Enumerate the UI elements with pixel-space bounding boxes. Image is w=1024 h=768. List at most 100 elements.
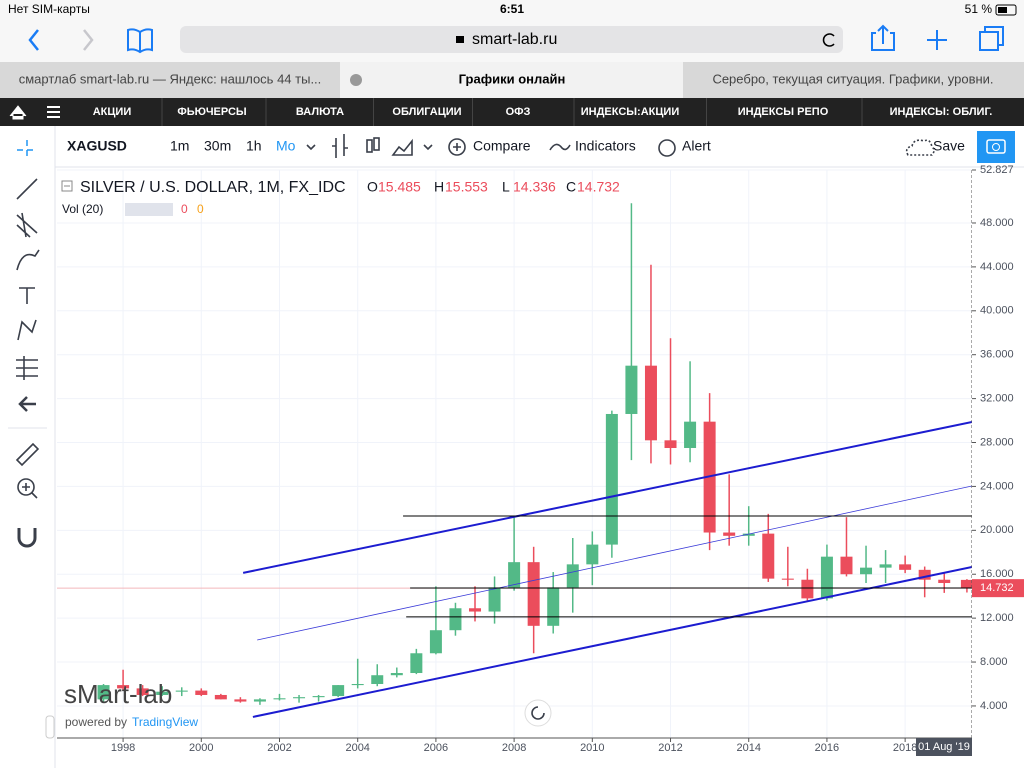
url: smart-lab.ru <box>472 31 557 48</box>
study-buttons[interactable] <box>125 203 173 216</box>
x-tick-label: 1998 <box>111 742 135 754</box>
ohlc-value: 14.732 <box>577 179 620 195</box>
candle-body <box>723 532 736 536</box>
candle-body <box>371 675 384 684</box>
share-button[interactable] <box>871 24 895 51</box>
candle-body <box>938 579 951 584</box>
provider-link[interactable]: TradingView <box>132 715 198 729</box>
candle-body <box>960 579 972 589</box>
candle-body <box>605 413 618 545</box>
back-tool[interactable] <box>18 396 36 412</box>
y-tick-label: 48.000 <box>980 217 1014 229</box>
camera-icon <box>986 139 1006 154</box>
interval[interactable]: 1h <box>246 138 262 154</box>
area-icon[interactable] <box>391 138 413 156</box>
y-tick-label: 44.000 <box>980 261 1014 273</box>
candle-body <box>429 630 442 654</box>
nav-link[interactable]: ИНДЕКСЫ:АКЦИИ <box>581 106 680 118</box>
bars-icon[interactable] <box>332 134 348 158</box>
candle-body <box>214 694 227 700</box>
prediction-tool[interactable] <box>16 356 38 380</box>
reload-button[interactable] <box>822 33 835 47</box>
collapse-legend[interactable] <box>61 180 73 192</box>
battery-level <box>998 7 1007 13</box>
candle-body <box>195 690 208 695</box>
candles-icon <box>373 137 380 151</box>
candle-body <box>664 440 677 449</box>
text-tool[interactable] <box>19 287 35 304</box>
candles-icon[interactable] <box>366 139 373 153</box>
ohlc-key: L <box>502 179 510 195</box>
candle-body <box>449 608 462 631</box>
nav-link[interactable]: ИНДЕКСЫ РЕПО <box>738 106 829 118</box>
trendline-tool[interactable] <box>16 178 38 200</box>
nav-link[interactable]: ОБЛИГАЦИИ <box>392 106 461 118</box>
fib-tool[interactable] <box>16 212 38 238</box>
y-tick-label: 8.000 <box>980 656 1008 668</box>
crosshair-tool[interactable] <box>17 140 37 160</box>
magnet-tool[interactable] <box>17 528 37 548</box>
brush-tool[interactable] <box>16 249 40 271</box>
tabs-button[interactable] <box>979 31 999 51</box>
home-icon[interactable] <box>9 105 27 120</box>
nav-link[interactable]: ИНДЕКСЫ: ОБЛИГ. <box>890 106 993 118</box>
candle-body <box>625 365 638 414</box>
candle-body <box>527 562 540 626</box>
save[interactable]: Save <box>933 138 965 154</box>
nav-link[interactable]: ВАЛЮТА <box>296 106 344 118</box>
candle-body <box>899 564 912 570</box>
candle-body <box>586 544 599 565</box>
date-label: 01 Aug '19 <box>918 741 970 753</box>
y-tick-label: 20.000 <box>980 524 1014 536</box>
y-tick-label: 24.000 <box>980 480 1014 492</box>
url-field[interactable] <box>180 26 843 53</box>
nav-link[interactable]: АКЦИИ <box>93 106 132 118</box>
ohlc-key: C <box>566 179 576 195</box>
interval-active[interactable]: Mo <box>276 138 296 154</box>
compare[interactable]: Compare <box>473 138 531 154</box>
indicators-icon[interactable] <box>549 143 571 151</box>
menu-icon[interactable] <box>47 106 60 118</box>
tab[interactable]: смартлаб smart-lab.ru — Яндекс: нашлось … <box>19 71 322 86</box>
nav-link[interactable]: ФЬЮЧЕРСЫ <box>177 106 247 118</box>
zoom-tool <box>22 483 38 499</box>
tab[interactable]: Графики онлайн <box>459 71 566 86</box>
y-tick-label: 40.000 <box>980 305 1014 317</box>
zoom-tool[interactable] <box>17 478 35 496</box>
candle-body <box>175 690 188 692</box>
alert-icon[interactable] <box>658 139 676 157</box>
symbol[interactable]: XAGUSD <box>67 138 127 154</box>
forward-button[interactable] <box>83 29 94 51</box>
candle-body <box>644 365 657 441</box>
clock: 6:51 <box>500 2 524 16</box>
save-icon[interactable] <box>905 139 935 156</box>
reset-icon <box>531 706 545 720</box>
dropdown[interactable] <box>423 144 433 151</box>
close-tab[interactable] <box>350 74 362 86</box>
ohlc-key: H <box>434 179 444 195</box>
tab[interactable]: Серебро, текущая ситуация. Графики, уров… <box>712 71 993 86</box>
interval[interactable]: 1m <box>170 138 189 154</box>
ruler-tool[interactable] <box>15 442 40 467</box>
new-tab-button[interactable] <box>927 30 947 50</box>
candle-body <box>879 564 892 568</box>
scroll-handle[interactable] <box>45 715 55 739</box>
candle-body <box>762 533 775 579</box>
interval[interactable]: 30m <box>204 138 231 154</box>
candle-body <box>332 685 345 697</box>
nav-link[interactable]: ОФЗ <box>506 106 531 118</box>
candle-body <box>117 685 130 689</box>
pattern-tool[interactable] <box>17 319 37 341</box>
indicators[interactable]: Indicators <box>575 138 636 154</box>
back-button[interactable] <box>28 29 39 51</box>
snapshot-button[interactable] <box>977 131 1015 163</box>
dropdown[interactable] <box>306 144 316 151</box>
x-tick-label: 2004 <box>345 742 369 754</box>
bookmarks-button[interactable] <box>127 28 153 54</box>
active-tab[interactable] <box>340 62 683 98</box>
compare-icon[interactable] <box>448 138 466 156</box>
alert[interactable]: Alert <box>682 138 711 154</box>
y-tick-label: 16.000 <box>980 568 1014 580</box>
reset-button[interactable] <box>524 699 552 727</box>
